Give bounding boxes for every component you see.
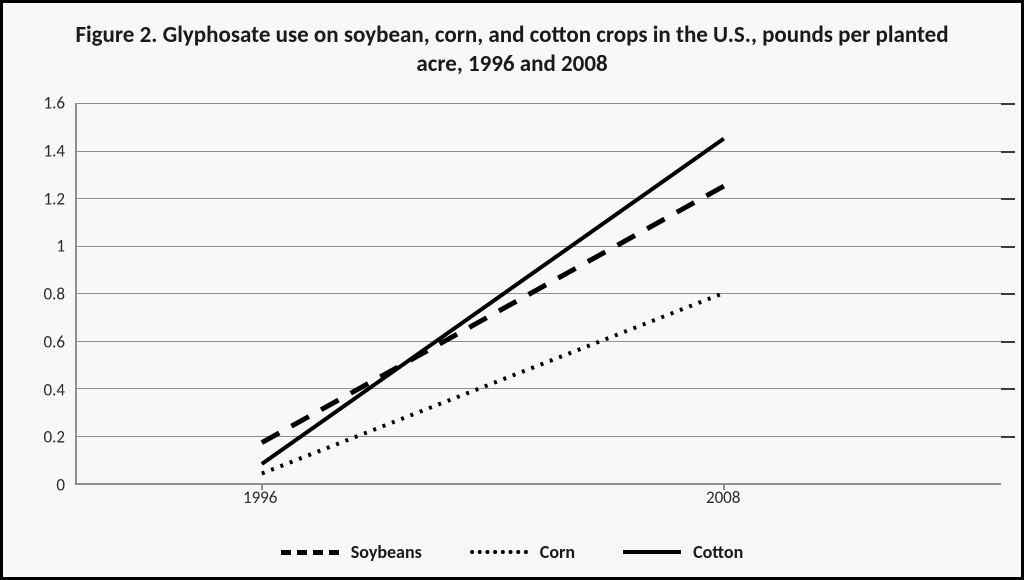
legend-label: Soybeans [351, 541, 422, 563]
right-tick-mark [1001, 103, 1015, 105]
legend-label: Cotton [693, 541, 743, 563]
legend-label: Corn [540, 541, 575, 563]
y-tick-label: 0.6 [43, 331, 65, 352]
y-tick-label: 0.4 [43, 379, 65, 400]
legend-item-corn: Corn [470, 541, 575, 563]
y-tick-label: 1 [56, 236, 65, 257]
series-line-cotton [262, 139, 724, 464]
y-tick-label: 0.8 [43, 284, 65, 305]
right-tick-mark [1001, 293, 1015, 295]
legend-item-cotton: Cotton [623, 541, 743, 563]
legend-swatch [470, 550, 528, 554]
chart-title: Figure 2. Glyphosate use on soybean, cor… [3, 3, 1021, 85]
y-tick-label: 1.6 [43, 93, 65, 114]
x-tick-label: 1996 [243, 487, 277, 508]
right-tick-mark [1001, 198, 1015, 200]
legend: Soybeans Corn Cotton [3, 541, 1021, 563]
right-tick-mark [1001, 341, 1015, 343]
y-tick-label: 0.2 [43, 427, 65, 448]
series-line-corn [262, 293, 724, 474]
legend-item-soybeans: Soybeans [281, 541, 422, 563]
right-tick-mark [1001, 388, 1015, 390]
y-tick-label: 1.2 [43, 188, 65, 209]
series-line-soybeans [262, 186, 724, 443]
x-tick-label: 2008 [706, 487, 740, 508]
right-tick-mark [1001, 246, 1015, 248]
chart-frame: Figure 2. Glyphosate use on soybean, cor… [0, 0, 1024, 580]
legend-swatch [623, 550, 681, 554]
series-lines [77, 103, 1001, 483]
x-axis-labels: 1996 2008 [75, 487, 1001, 507]
y-tick-label: 1.4 [43, 140, 65, 161]
plot-area [75, 103, 1001, 485]
y-axis-labels: 00.20.40.60.811.21.41.6 [23, 103, 71, 485]
plot-area-wrap: 00.20.40.60.811.21.41.6 19962008 [23, 103, 1001, 507]
right-tick-mark [1001, 436, 1015, 438]
right-tick-mark [1001, 151, 1015, 153]
legend-swatch [281, 550, 339, 555]
y-tick-label: 0 [56, 475, 65, 496]
